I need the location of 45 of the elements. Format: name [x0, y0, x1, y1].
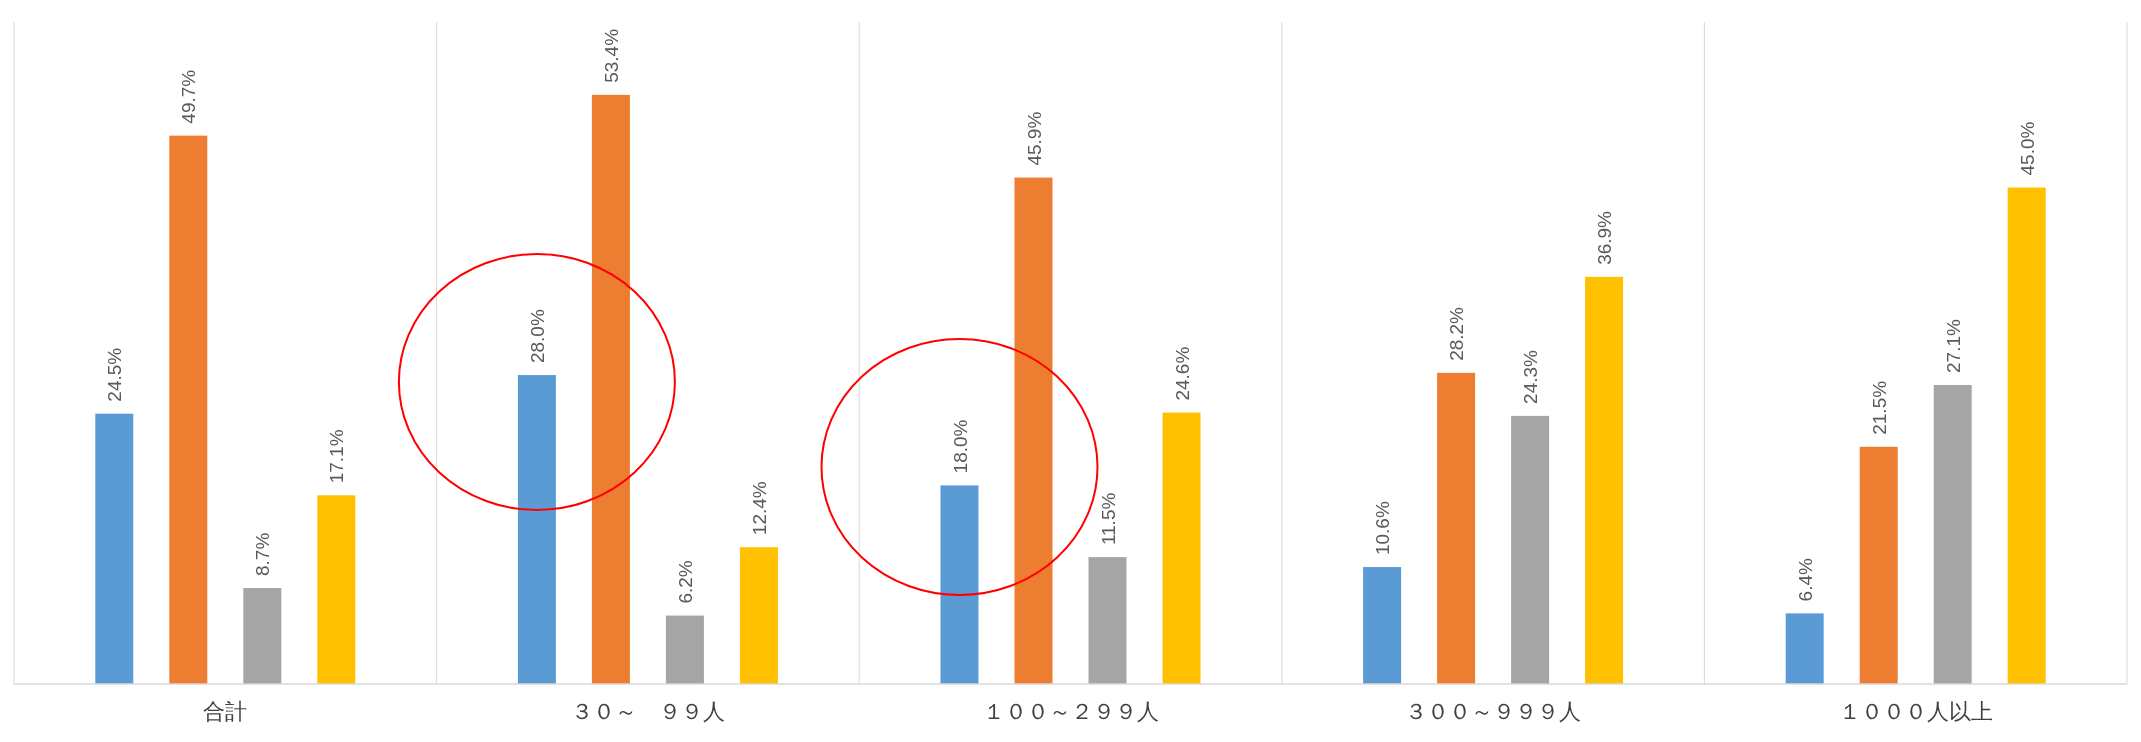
- data-label: 18.0%: [949, 419, 971, 474]
- data-label: 24.6%: [1171, 346, 1193, 401]
- data-label: 6.2%: [674, 560, 696, 604]
- bar: [1933, 385, 1972, 684]
- x-tick-label: 合計: [203, 699, 248, 724]
- data-label: 53.4%: [600, 28, 622, 83]
- x-tick-label: １０００人以上: [1838, 699, 1993, 724]
- data-label: 28.0%: [526, 309, 548, 364]
- data-label: 17.1%: [326, 429, 348, 484]
- bar: [665, 615, 704, 684]
- bar: [1585, 276, 1624, 684]
- bar: [591, 94, 630, 684]
- data-label: 24.3%: [1520, 349, 1542, 404]
- bar: [1785, 613, 1824, 684]
- data-label: 45.9%: [1023, 111, 1045, 166]
- data-label: 10.6%: [1372, 501, 1394, 556]
- x-tick-label: ３０～ ９９人: [570, 699, 725, 724]
- bar: [169, 135, 208, 684]
- bar: [95, 413, 134, 684]
- bar: [517, 375, 556, 684]
- bar: [243, 588, 282, 684]
- data-label: 45.0%: [2016, 121, 2038, 176]
- data-label: 36.9%: [1594, 210, 1616, 265]
- data-label: 28.2%: [1446, 306, 1468, 361]
- data-label: 21.5%: [1868, 380, 1890, 435]
- bar: [1088, 557, 1127, 684]
- bar: [317, 495, 356, 684]
- x-tick-label: ３００～９９９人: [1405, 699, 1582, 724]
- bar: [1437, 372, 1476, 684]
- bar: [1363, 567, 1402, 684]
- data-label: 8.7%: [252, 532, 274, 577]
- x-tick-label: １００～２９９人: [982, 699, 1159, 724]
- bar: [2007, 187, 2046, 684]
- data-label: 27.1%: [1942, 319, 1964, 373]
- bar: [1511, 415, 1550, 684]
- data-label: 49.7%: [178, 69, 200, 124]
- data-label: 6.4%: [1794, 557, 1816, 602]
- bar: [1859, 446, 1898, 684]
- bar: [739, 547, 778, 684]
- data-label: 24.5%: [104, 347, 126, 402]
- bar: [1014, 177, 1053, 684]
- data-label: 11.5%: [1097, 492, 1119, 546]
- bar: [940, 485, 979, 684]
- bar: [1162, 412, 1201, 684]
- data-label: 12.4%: [748, 481, 770, 536]
